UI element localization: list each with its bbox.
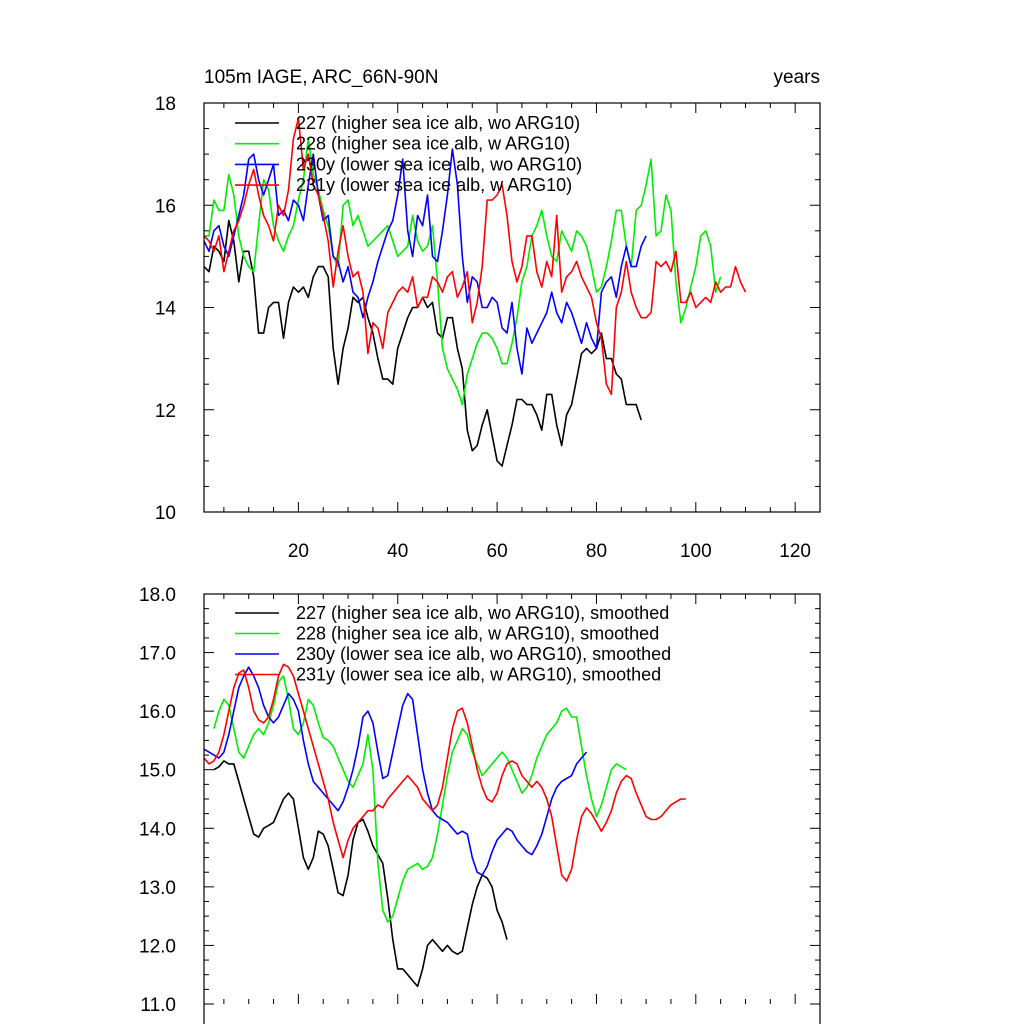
top-legend-label-231y: 231y (lower sea ice alb, w ARG10) (296, 175, 572, 195)
top-x-tick-label: 40 (387, 541, 408, 562)
bottom-legend-label-228: 228 (higher sea ice alb, w ARG10), smoot… (296, 624, 659, 644)
time-unit-label: years (774, 67, 820, 88)
bottom-series-line-227 (213, 760, 508, 988)
figure-title: 105m IAGE, ARC_66N-90N (204, 67, 438, 88)
bottom-legend-label-227: 227 (higher sea ice alb, wo ARG10), smoo… (296, 603, 669, 623)
top-series-line-228 (204, 138, 722, 406)
top-panel: 105m IAGE, ARC_66N-90N years 10 12 14 16 18 2… (155, 67, 821, 562)
top-y-tick-label: 14 (155, 299, 177, 320)
bottom-y-tick-label: 14.0 (139, 819, 176, 840)
bottom-panel: 11.0 12.0 13.0 14.0 15.0 16.0 17.0 18.0 227 (hi… (139, 585, 821, 1024)
top-legend: 227 (higher sea ice alb, wo ARG10)228 (h… (235, 113, 582, 195)
bottom-y-tick-label: 18.0 (139, 585, 176, 606)
bottom-plot-frame (203, 593, 821, 1024)
bottom-legend: 227 (higher sea ice alb, wo ARG10), smoo… (235, 603, 671, 685)
bottom-y-tick-label: 11.0 (140, 995, 176, 1016)
bottom-series-line-228 (213, 675, 627, 923)
bottom-y-tick-label: 17.0 (139, 644, 176, 665)
top-legend-label-230y: 230y (lower sea ice alb, wo ARG10) (296, 154, 582, 174)
bottom-series-line-230y (203, 666, 588, 876)
top-y-tick-label: 16 (155, 196, 176, 217)
top-legend-label-228: 228 (higher sea ice alb, w ARG10) (296, 134, 570, 154)
top-x-tick-label: 100 (680, 541, 712, 562)
top-series-line-227 (203, 219, 642, 467)
top-x-tick-label: 20 (288, 541, 309, 562)
bottom-legend-label-230y: 230y (lower sea ice alb, wo ARG10), smoo… (296, 644, 671, 664)
bottom-legend-label-231y: 231y (lower sea ice alb, w ARG10), smoot… (296, 665, 661, 685)
top-plot-frame (203, 102, 821, 513)
bottom-axis-ticks: 11.0 12.0 13.0 14.0 15.0 16.0 17.0 18.0 (139, 585, 821, 1016)
top-legend-label-227: 227 (higher sea ice alb, wo ARG10) (296, 113, 580, 133)
top-axis-ticks: 10 12 14 16 18 20 40 60 80 100 120 (155, 94, 821, 562)
top-y-tick-label: 12 (155, 401, 176, 422)
top-y-tick-label: 10 (155, 503, 176, 524)
bottom-series-lines (203, 663, 686, 988)
top-x-tick-label: 60 (487, 541, 508, 562)
top-series-line-231y (203, 117, 747, 396)
top-x-tick-label: 120 (779, 541, 811, 562)
bottom-y-tick-label: 15.0 (139, 761, 176, 782)
bottom-y-tick-label: 13.0 (139, 878, 176, 899)
top-x-tick-label: 80 (586, 541, 607, 562)
top-series-lines (203, 117, 747, 467)
bottom-y-tick-label: 16.0 (139, 702, 176, 723)
bottom-y-tick-label: 12.0 (139, 936, 176, 957)
top-y-tick-label: 18 (155, 94, 176, 115)
bottom-series-line-231y (203, 663, 686, 882)
